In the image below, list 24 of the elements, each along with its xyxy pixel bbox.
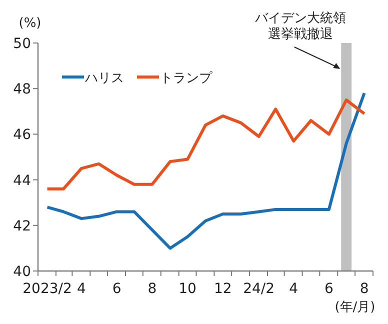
y-tick-label: 46 (13, 127, 32, 144)
y-tick-label: 50 (13, 36, 31, 52)
y-tick-label: 48 (13, 82, 31, 98)
y-axis-title: (%) (18, 16, 42, 31)
x-tick-label: 4 (77, 281, 86, 297)
x-tick-label: 8 (148, 281, 157, 297)
legend-label: トランプ (160, 71, 213, 86)
x-tick-label: 4 (289, 281, 298, 297)
band-label: バイデン大統領選挙戦撤退 (254, 11, 346, 42)
band: バイデン大統領選挙戦撤退 (254, 11, 352, 271)
x-tick-label: 10 (178, 281, 196, 297)
x-tick-label: 24/2 (243, 281, 275, 297)
line-series (46, 98, 366, 190)
x-tick-label: 6 (112, 281, 122, 297)
x-tick-label: 12 (214, 281, 232, 297)
line-series (46, 92, 366, 250)
legend-label: ハリス (84, 71, 124, 86)
x-tick-label: 6 (324, 281, 334, 297)
x-tick-label: 2023/2 (22, 281, 72, 297)
y-tick-label: 42 (13, 218, 31, 234)
x-axis-title: (年/月) (334, 300, 376, 315)
y-tick-label: 40 (13, 264, 31, 280)
x-tick-label: 8 (360, 281, 369, 297)
y-tick-label: 44 (13, 172, 32, 189)
